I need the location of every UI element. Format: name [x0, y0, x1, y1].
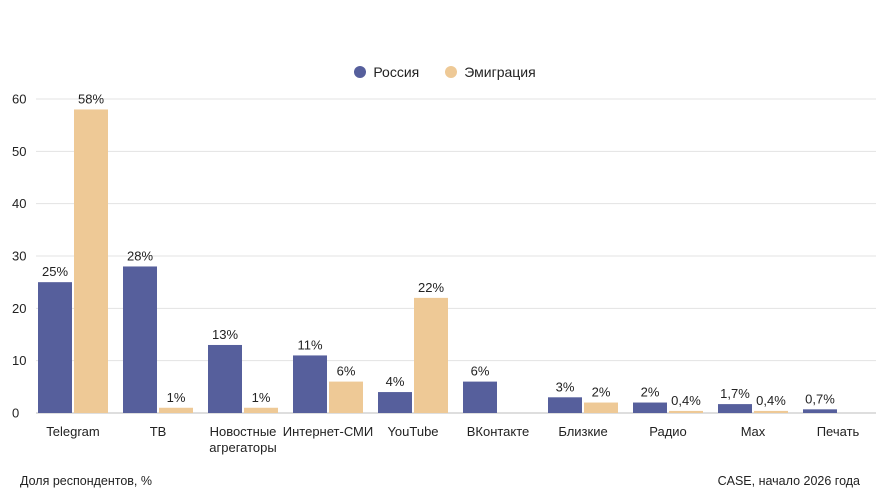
legend-swatch-russia [354, 66, 367, 78]
bar [293, 355, 327, 413]
data-label: 0,7% [805, 391, 835, 406]
data-label: 11% [297, 337, 322, 352]
legend-swatch-emigration [445, 66, 458, 78]
bar [414, 297, 448, 413]
data-label: 0,4% [756, 393, 786, 408]
bar [159, 407, 193, 413]
x-tick-label: Max [741, 424, 766, 439]
data-label: 0,4% [671, 393, 701, 408]
bar [244, 407, 278, 413]
data-label: 13% [212, 327, 238, 342]
legend-item-emigration: Эмиграция [445, 64, 536, 80]
x-tick-label: ВКонтакте [467, 424, 530, 439]
bar [329, 381, 363, 413]
bar [718, 404, 752, 413]
x-tick-label: YouTube [387, 424, 438, 439]
x-tick-label: Близкие [558, 424, 607, 439]
source-note: CASE, начало 2026 года [717, 474, 860, 488]
data-label: 25% [42, 264, 68, 279]
bar [38, 282, 72, 413]
bar [754, 410, 788, 413]
data-label: 6% [337, 364, 356, 379]
y-tick-label: 0 [12, 406, 19, 421]
bar [378, 392, 412, 413]
x-tick-label: Интернет-СМИ [283, 424, 373, 439]
bar [123, 266, 157, 413]
bar [633, 402, 667, 413]
bar [548, 397, 582, 413]
y-tick-label: 50 [12, 144, 26, 159]
data-label: 22% [418, 280, 444, 295]
y-axis-note: Доля респондентов, % [20, 474, 152, 488]
bar [208, 344, 242, 413]
y-tick-label: 40 [12, 196, 26, 211]
data-label: 2% [641, 385, 660, 400]
y-tick-label: 10 [12, 353, 26, 368]
bar [74, 109, 108, 413]
data-label: 1% [252, 390, 271, 405]
data-label: 1,7% [720, 386, 750, 401]
data-label: 28% [127, 248, 153, 263]
legend-label-russia: Россия [373, 64, 420, 80]
legend-item-russia: Россия [354, 64, 419, 80]
y-tick-label: 20 [12, 301, 26, 316]
y-tick-label: 30 [12, 249, 26, 264]
x-tick-label: Telegram [46, 424, 99, 439]
data-label: 4% [386, 374, 405, 389]
x-tick-label: агрегаторы [209, 440, 276, 455]
y-tick-label: 60 [12, 92, 26, 107]
x-tick-label: Радио [649, 424, 687, 439]
bar [669, 410, 703, 413]
x-tick-label: ТВ [150, 424, 167, 439]
bar [584, 402, 618, 413]
data-label: 3% [556, 379, 575, 394]
data-label: 58% [78, 91, 104, 106]
legend-label-emigration: Эмиграция [464, 64, 536, 80]
bar [463, 381, 497, 413]
bar [803, 409, 837, 413]
data-label: 1% [167, 390, 186, 405]
data-label: 2% [592, 385, 611, 400]
data-label: 6% [471, 364, 490, 379]
x-tick-label: Новостные [210, 424, 277, 439]
chart-legend: Россия Эмиграция [0, 64, 890, 80]
x-tick-label: Печать [817, 424, 860, 439]
